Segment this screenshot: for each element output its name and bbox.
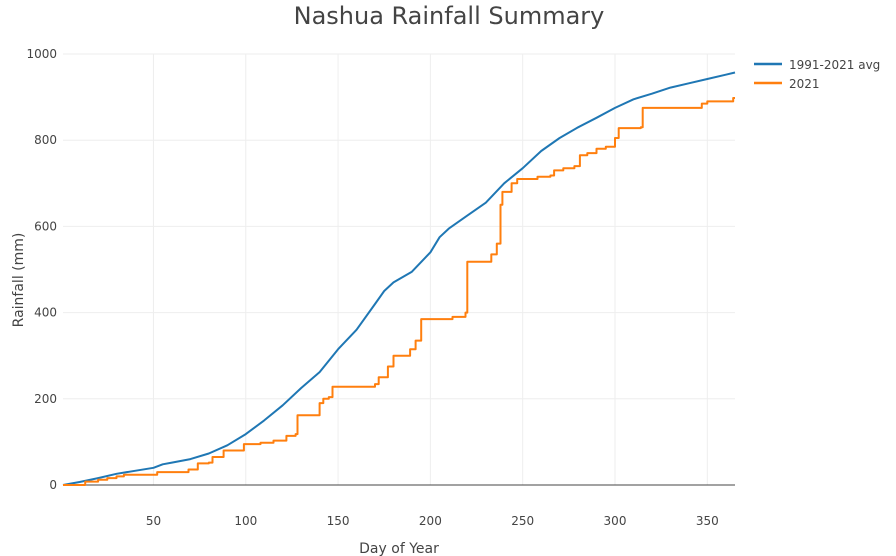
legend[interactable]: 1991-2021 avg 2021 xyxy=(754,58,880,91)
x-tick-label: 300 xyxy=(604,514,627,528)
y-tick-label: 600 xyxy=(34,219,57,233)
y-axis-title: Rainfall (mm) xyxy=(11,233,27,328)
legend-label-avg: 1991-2021 avg xyxy=(789,58,880,72)
legend-item-avg[interactable]: 1991-2021 avg xyxy=(754,58,880,72)
x-axis-ticks: 50 100 150 200 250 300 350 xyxy=(146,514,719,528)
y-tick-label: 200 xyxy=(34,392,57,406)
y-tick-label: 800 xyxy=(34,133,57,147)
y-tick-label: 0 xyxy=(49,478,57,492)
x-tick-label: 50 xyxy=(146,514,161,528)
y-tick-label: 1000 xyxy=(26,47,57,61)
x-tick-label: 200 xyxy=(419,514,442,528)
series-line-2021[interactable] xyxy=(63,97,735,486)
x-tick-label: 250 xyxy=(511,514,534,528)
x-tick-label: 100 xyxy=(234,514,257,528)
y-axis-ticks: 0 200 400 600 800 1000 xyxy=(26,47,57,492)
gridlines xyxy=(63,53,735,486)
x-tick-label: 350 xyxy=(696,514,719,528)
x-axis-title: Day of Year xyxy=(359,541,439,556)
legend-label-2021: 2021 xyxy=(789,77,820,91)
legend-item-2021[interactable]: 2021 xyxy=(754,77,820,91)
series-line-avg[interactable] xyxy=(62,71,736,486)
series-lines xyxy=(62,71,736,486)
y-tick-label: 400 xyxy=(34,306,57,320)
x-tick-label: 150 xyxy=(327,514,350,528)
chart-title: Nashua Rainfall Summary xyxy=(294,2,605,30)
